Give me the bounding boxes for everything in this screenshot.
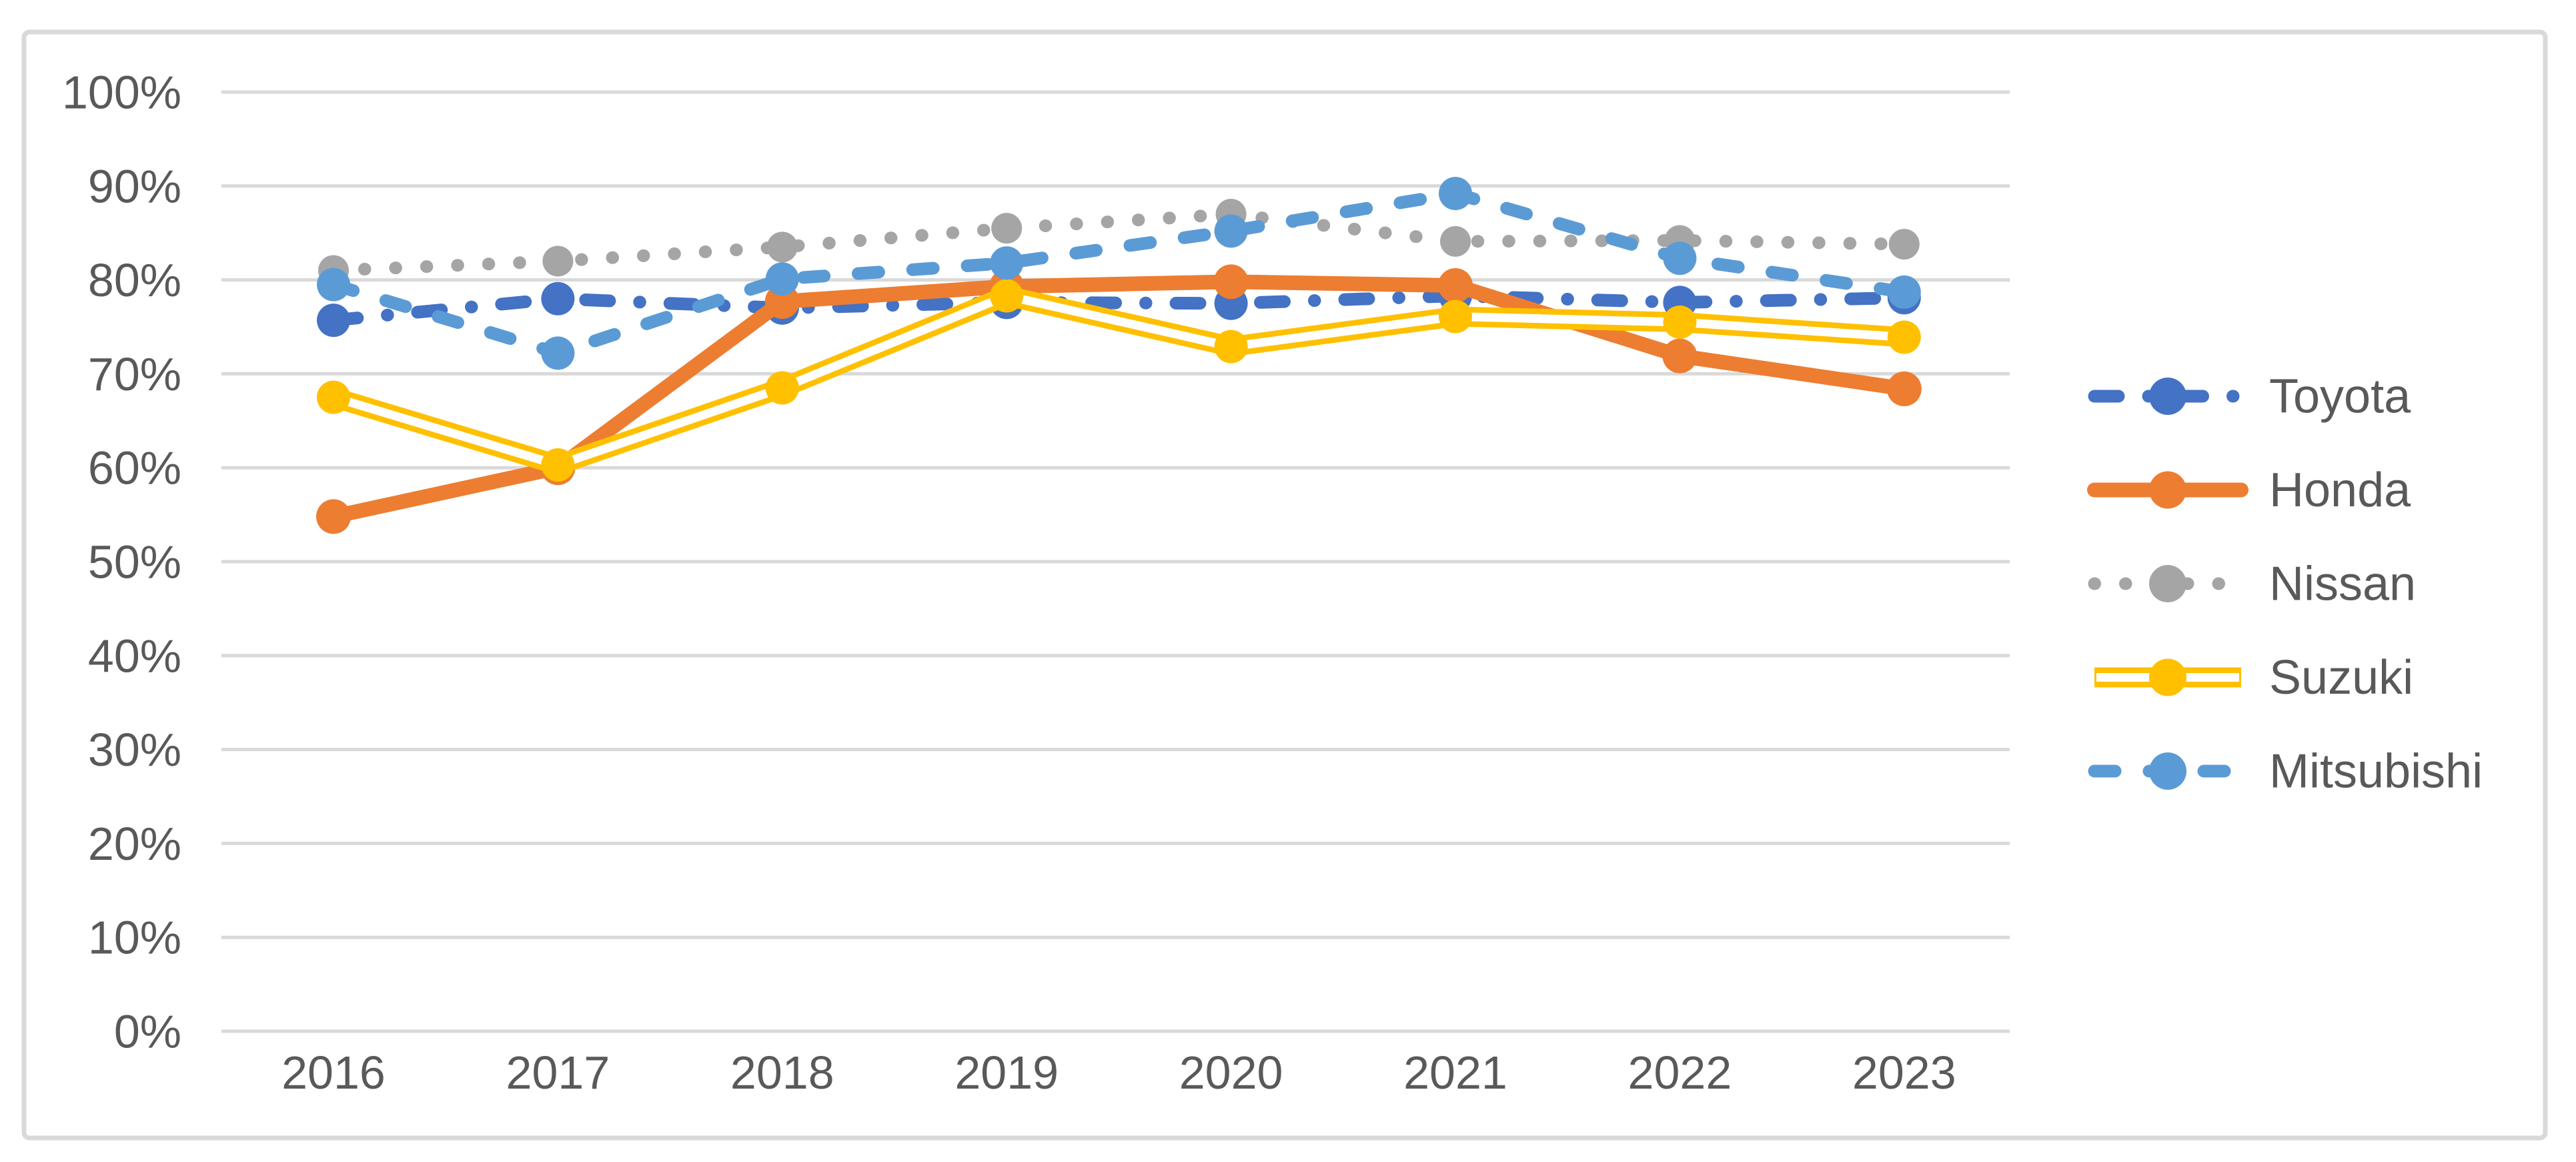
data-point-suzuki [990, 279, 1024, 313]
series-line-honda [326, 274, 1912, 524]
y-axis-tick-label: 0% [114, 1006, 181, 1058]
data-point-mitsubishi [1663, 241, 1697, 275]
y-axis-tick-label: 100% [62, 67, 181, 119]
data-point-mitsubishi [541, 336, 575, 370]
x-axis-tick-label: 2018 [730, 1047, 834, 1099]
y-axis-tick-label: 60% [88, 442, 181, 494]
y-axis-tick-label: 50% [88, 536, 181, 588]
y-axis-tick-label: 20% [88, 818, 181, 870]
data-point-suzuki [1439, 300, 1472, 334]
data-point-honda [1213, 264, 1249, 300]
data-point-nissan [1888, 229, 1920, 260]
legend-marker-mitsubishi [2149, 752, 2186, 790]
x-axis-tick-label: 2020 [1179, 1047, 1283, 1099]
data-point-nissan [1440, 225, 1471, 257]
data-point-suzuki [541, 448, 575, 482]
series-line-core-suzuki [332, 292, 1905, 470]
chart-border [21, 29, 2548, 1141]
data-point-suzuki [1663, 305, 1697, 339]
data-point-mitsubishi [990, 246, 1024, 280]
x-axis-tick-label: 2017 [506, 1047, 610, 1099]
data-point-toyota [317, 304, 350, 338]
x-axis-tick-label: 2021 [1403, 1047, 1507, 1099]
y-axis-tick-label: 70% [88, 348, 181, 400]
data-point-suzuki [1214, 330, 1248, 364]
y-axis-tick-label: 40% [88, 630, 181, 682]
y-axis-tick-label: 90% [88, 160, 181, 212]
data-point-mitsubishi [1214, 214, 1248, 248]
data-point-nissan [542, 245, 574, 277]
legend-label-toyota: Toyota [2269, 370, 2411, 423]
data-point-nissan [766, 231, 798, 263]
data-point-honda [1662, 338, 1698, 374]
x-axis-tick-label: 2016 [281, 1047, 386, 1099]
data-point-honda [316, 499, 351, 534]
y-axis-tick-label: 80% [88, 254, 181, 306]
data-point-honda [1438, 268, 1473, 304]
data-point-nissan [991, 213, 1023, 244]
series-line-toyota [327, 289, 1911, 327]
data-point-mitsubishi [1887, 275, 1921, 309]
legend-marker-toyota [2149, 378, 2186, 415]
legend-label-suzuki: Suzuki [2269, 651, 2413, 704]
data-point-mitsubishi [317, 267, 350, 302]
data-point-suzuki [1887, 320, 1921, 354]
legend-label-mitsubishi: Mitsubishi [2269, 744, 2483, 798]
x-axis-tick-label: 2023 [1852, 1047, 1956, 1099]
series-line-mitsubishi [327, 187, 1911, 360]
legend-label-honda: Honda [2269, 464, 2411, 517]
legend-marker-nissan [2149, 565, 2186, 602]
legend-marker-suzuki [2149, 658, 2186, 696]
data-point-honda [1886, 371, 1922, 406]
data-point-mitsubishi [1439, 177, 1472, 211]
data-point-suzuki [765, 371, 799, 405]
legend-marker-honda [2149, 471, 2186, 509]
x-axis-tick-label: 2019 [954, 1047, 1059, 1099]
y-axis-tick-label: 30% [88, 724, 181, 776]
data-point-toyota [541, 281, 575, 316]
x-axis-tick-label: 2022 [1628, 1047, 1732, 1099]
data-point-suzuki [317, 380, 350, 414]
y-axis-tick-label: 10% [88, 912, 181, 964]
data-point-mitsubishi [765, 262, 799, 296]
legend-label-nissan: Nissan [2269, 557, 2416, 610]
